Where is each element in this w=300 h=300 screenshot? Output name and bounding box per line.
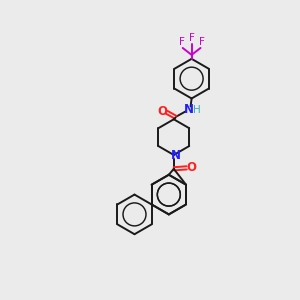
Text: F: F xyxy=(199,37,205,47)
Text: N: N xyxy=(184,103,194,116)
Text: N: N xyxy=(171,149,181,162)
Text: O: O xyxy=(157,105,167,118)
Text: O: O xyxy=(187,161,196,174)
Text: H: H xyxy=(193,105,200,116)
Text: F: F xyxy=(179,37,184,47)
Text: F: F xyxy=(189,33,194,43)
